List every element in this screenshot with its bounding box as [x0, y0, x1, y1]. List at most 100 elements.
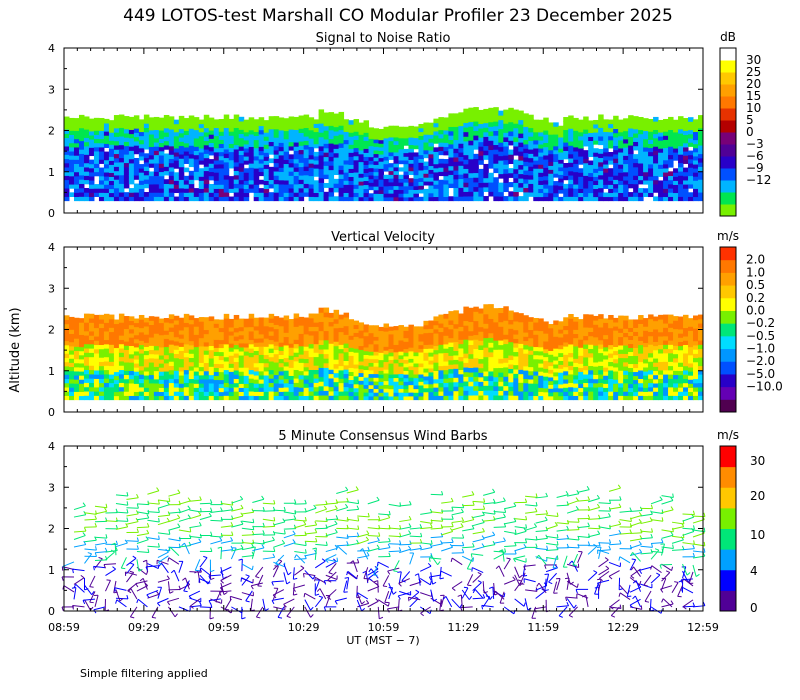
heatmap-cell [633, 175, 639, 181]
heatmap-cell [178, 162, 185, 168]
heatmap-cell [133, 183, 140, 189]
heatmap-cell [123, 116, 130, 121]
heatmap-cell [143, 346, 150, 352]
heatmap-cell [583, 166, 589, 172]
heatmap-cell [543, 146, 549, 152]
heatmap-cell [543, 130, 549, 135]
heatmap-cell [668, 171, 674, 177]
heatmap-cell [413, 388, 419, 393]
heatmap-cell [573, 151, 579, 156]
heatmap-cell [568, 166, 574, 172]
heatmap-cell [548, 358, 554, 363]
heatmap-cell [343, 164, 350, 169]
heatmap-cell [68, 192, 75, 197]
heatmap-cell [678, 179, 684, 185]
heatmap-cell [93, 369, 100, 375]
heatmap-cell [343, 395, 350, 401]
heatmap-cell [153, 374, 160, 380]
heatmap-cell [313, 155, 320, 161]
heatmap-cell [208, 196, 215, 202]
heatmap-cell [568, 128, 574, 134]
heatmap-cell [438, 133, 444, 139]
heatmap-cell [643, 362, 649, 368]
heatmap-cell [283, 387, 290, 392]
heatmap-cell [338, 318, 345, 324]
heatmap-cell [138, 357, 145, 363]
heatmap-cell [613, 317, 619, 323]
heatmap-cell [113, 153, 120, 159]
heatmap-cell [538, 176, 544, 181]
heatmap-cell [223, 161, 230, 167]
heatmap-cell [273, 116, 280, 121]
heatmap-cell [593, 357, 599, 363]
heatmap-cell [503, 324, 509, 331]
heatmap-cell [298, 325, 305, 330]
heatmap-cell [303, 374, 310, 380]
heatmap-cell [613, 346, 619, 352]
heatmap-cell [623, 180, 629, 185]
heatmap-cell [238, 146, 245, 151]
heatmap-cell [493, 116, 499, 122]
heatmap-cell [383, 327, 389, 332]
heatmap-cell [693, 123, 699, 128]
heatmap-cell [148, 316, 155, 321]
heatmap-cell [488, 342, 494, 348]
heatmap-cell [613, 145, 619, 151]
heatmap-cell [153, 150, 160, 156]
heatmap-cell [273, 196, 280, 202]
heatmap-cell [463, 113, 469, 119]
heatmap-cell [278, 142, 285, 148]
heatmap-cell [598, 352, 604, 358]
heatmap-cell [478, 344, 484, 350]
heatmap-cell [478, 322, 484, 328]
heatmap-cell [453, 174, 459, 180]
heatmap-cell [193, 318, 200, 323]
heatmap-cell [473, 195, 479, 202]
heatmap-cell [283, 395, 290, 401]
vv-plot-area [64, 304, 704, 401]
heatmap-cell [488, 313, 494, 319]
heatmap-cell [213, 375, 220, 381]
heatmap-cell [248, 188, 255, 193]
heatmap-cell [518, 164, 524, 170]
heatmap-cell [503, 164, 509, 170]
heatmap-cell [678, 116, 684, 121]
heatmap-cell [293, 137, 300, 143]
heatmap-cell [433, 366, 439, 372]
heatmap-cell [143, 338, 150, 343]
heatmap-cell [323, 138, 330, 144]
heatmap-cell [548, 380, 554, 386]
heatmap-cell [513, 316, 519, 322]
heatmap-cell [123, 154, 130, 159]
heatmap-cell [103, 313, 110, 319]
heatmap-cell [243, 139, 250, 145]
heatmap-cell [138, 336, 145, 341]
heatmap-cell [313, 322, 320, 327]
heatmap-cell [573, 117, 579, 123]
heatmap-cell [203, 358, 210, 364]
heatmap-cell [643, 122, 649, 127]
heatmap-cell [248, 386, 255, 392]
heatmap-cell [213, 371, 220, 377]
heatmap-cell [103, 356, 110, 362]
heatmap-cell [593, 353, 599, 359]
colorbar-swatch [720, 108, 736, 121]
heatmap-cell [513, 351, 519, 357]
heatmap-cell [403, 156, 409, 161]
heatmap-cell [193, 379, 200, 384]
heatmap-cell [393, 148, 399, 153]
heatmap-cell [688, 158, 694, 164]
heatmap-cell [208, 387, 215, 392]
heatmap-cell [533, 334, 539, 339]
heatmap-cell [103, 382, 110, 388]
heatmap-cell [323, 330, 330, 336]
heatmap-cell [638, 117, 644, 122]
heatmap-cell [183, 318, 190, 323]
heatmap-cell [73, 192, 80, 197]
heatmap-cell [308, 183, 315, 189]
heatmap-cell [218, 119, 225, 124]
heatmap-cell [383, 395, 389, 401]
heatmap-cell [223, 131, 230, 137]
heatmap-cell [498, 160, 504, 166]
heatmap-cell [498, 367, 504, 373]
